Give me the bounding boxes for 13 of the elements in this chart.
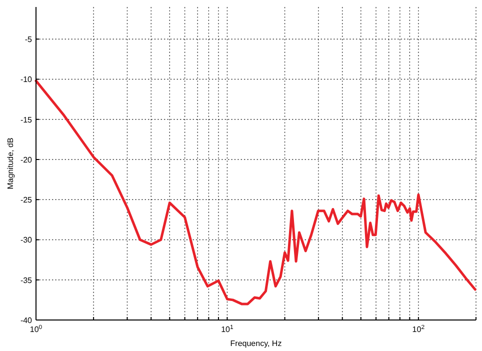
y-axis-title: Magnitude, dB — [6, 138, 15, 190]
y-tick-label: -10 — [20, 75, 33, 84]
y-tick-label: -25 — [20, 196, 33, 205]
x-tick-label: 10$^{1}$ — [221, 324, 234, 334]
x-axis-title: Frequency, Hz — [230, 339, 282, 348]
y-tick-label: -15 — [20, 115, 33, 124]
y-tick-label: -20 — [20, 155, 33, 164]
y-tick-label: -5 — [24, 35, 33, 44]
y-tick-label: -35 — [20, 276, 33, 285]
y-tick-label: -30 — [20, 236, 33, 245]
y-tick-label: -40 — [20, 316, 33, 325]
x-tick-label: 10$^{0}$ — [30, 324, 43, 334]
x-tick-label: 10$^{2}$ — [412, 324, 426, 334]
